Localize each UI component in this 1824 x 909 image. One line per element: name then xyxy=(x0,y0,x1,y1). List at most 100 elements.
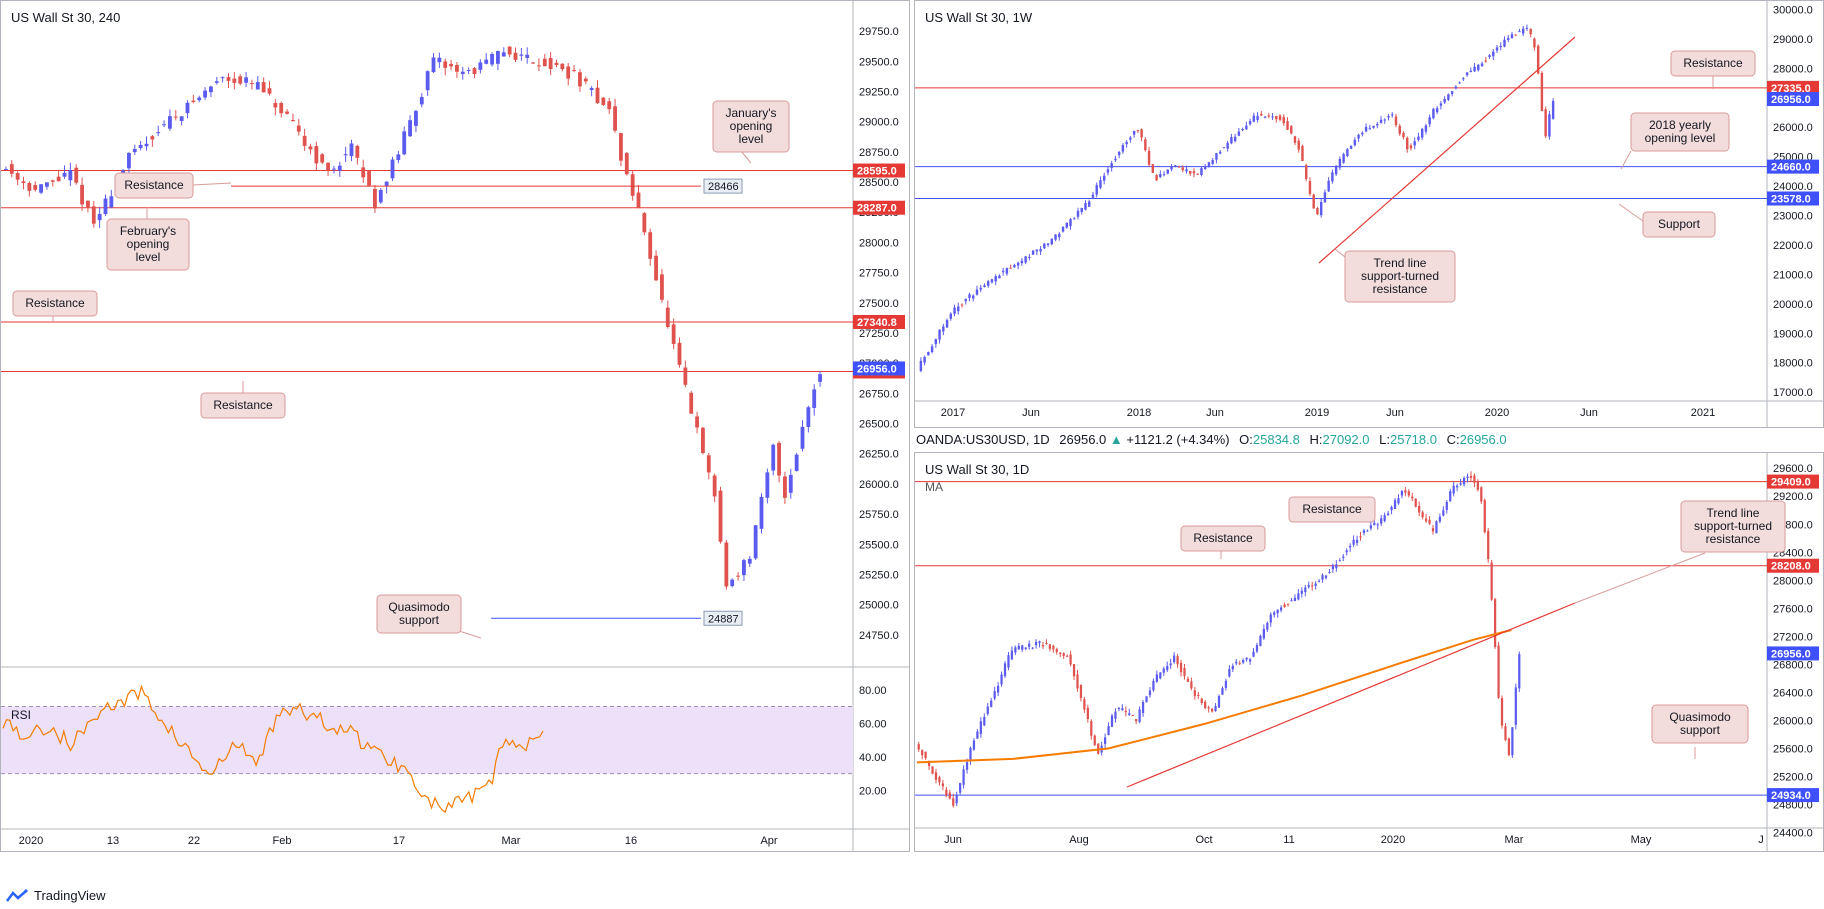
candle-body xyxy=(343,154,348,156)
candle-body xyxy=(1304,587,1307,593)
resistance-callout-2[interactable]: Resistance xyxy=(12,290,98,323)
candle-body xyxy=(1439,103,1443,106)
callout-box xyxy=(1642,211,1716,238)
candle-body xyxy=(1226,142,1229,149)
candle-body xyxy=(255,82,260,90)
candle-body xyxy=(1084,203,1087,210)
resistance-callout-3[interactable]: Resistance xyxy=(200,381,286,419)
candle-body xyxy=(537,65,541,67)
price-tick-label: 25500.0 xyxy=(859,539,899,551)
symbol-name[interactable]: OANDA:US30USD, 1D xyxy=(916,432,1050,447)
candle-body xyxy=(938,777,941,783)
candle-body xyxy=(1132,131,1136,135)
candle-body xyxy=(1400,490,1404,496)
candle-body xyxy=(1054,234,1057,240)
candle-body xyxy=(927,762,931,766)
daily-chart-panel[interactable]: 24400.0 24800.0 25200.0 25600.0 26000.0 26400… xyxy=(914,452,1824,852)
resistance-level-tag xyxy=(853,314,905,329)
candle-body xyxy=(689,392,694,414)
price-tick-label: 29250.0 xyxy=(859,86,899,98)
candle-body xyxy=(1252,115,1256,122)
candle-body xyxy=(1152,680,1155,691)
candle-body xyxy=(924,751,927,759)
candle-body xyxy=(1417,136,1420,141)
candle-body xyxy=(1241,128,1244,131)
candle-body xyxy=(1061,227,1065,232)
candle-body xyxy=(990,279,994,283)
candle-body xyxy=(326,162,330,171)
candle-body xyxy=(1465,72,1469,76)
callout-box xyxy=(114,172,194,199)
resistance-callout-1[interactable]: Resistance xyxy=(114,172,232,199)
candle-body xyxy=(1473,66,1476,72)
candle-body xyxy=(1418,505,1421,513)
time-tick-label: Oct xyxy=(1195,834,1212,846)
candle-body xyxy=(957,306,960,312)
callout-text: support xyxy=(1680,723,1721,737)
candle-body xyxy=(138,144,143,149)
weekly-chart-svg[interactable]: 17000.0 18000.0 19000.0 20000.0 21000.0 22000… xyxy=(915,1,1824,428)
resistance-callout-2[interactable]: Resistance xyxy=(1180,525,1266,559)
candle-body xyxy=(320,154,325,163)
resistance-level-tag xyxy=(1767,80,1819,95)
candle-body xyxy=(1331,565,1335,570)
candle-body xyxy=(1073,218,1076,220)
candle-body xyxy=(1193,690,1196,696)
candle-body xyxy=(1364,126,1368,132)
candle-body xyxy=(1297,593,1300,600)
daily-chart-svg[interactable]: 24400.0 24800.0 25200.0 25600.0 26000.0 26400… xyxy=(915,453,1824,852)
high-value: 27092.0 xyxy=(1322,432,1370,447)
candle-body xyxy=(1255,644,1259,652)
h4-chart-svg[interactable]: 24750.0 25000.0 25250.0 25500.0 25750.0 26000… xyxy=(1,1,910,852)
tradingview-footer[interactable]: TradingView xyxy=(6,888,106,903)
candle-body xyxy=(998,275,1001,279)
callout-box xyxy=(712,100,790,153)
candle-body xyxy=(1361,132,1364,135)
resistance-callout-1[interactable]: Resistance xyxy=(1288,496,1376,523)
candle-body xyxy=(425,71,430,91)
h4-chart-panel[interactable]: 24750.0 25000.0 25250.0 25500.0 25750.0 26000… xyxy=(0,0,910,852)
candle-body xyxy=(1256,115,1259,120)
candle-body xyxy=(209,86,213,93)
candle-body xyxy=(783,476,787,498)
candle-body xyxy=(86,200,90,208)
candle-body xyxy=(244,77,248,83)
time-tick-label: 2020 xyxy=(1485,407,1509,419)
candle-body xyxy=(1034,641,1038,646)
candle-body xyxy=(1352,539,1355,545)
candle-body xyxy=(1503,39,1506,47)
candle-body xyxy=(1428,117,1431,125)
price-tick-label: 18000.0 xyxy=(1773,358,1813,370)
candle-body xyxy=(1507,738,1511,755)
candle-body xyxy=(62,172,67,177)
price-tick-label: 17000.0 xyxy=(1773,387,1813,399)
callout-pointer xyxy=(458,630,482,639)
time-tick-label: 13 xyxy=(107,835,119,847)
candle-body xyxy=(1511,727,1514,756)
weekly-chart-panel[interactable]: 17000.0 18000.0 19000.0 20000.0 21000.0 22000… xyxy=(914,0,1824,428)
candle-body xyxy=(1406,137,1409,150)
candle-body xyxy=(1218,151,1222,154)
candle-body xyxy=(1334,165,1338,175)
candle-body xyxy=(953,307,956,314)
up-triangle-icon: ▲ xyxy=(1109,432,1123,447)
price-change: +1121.2 (+4.34%) xyxy=(1126,432,1230,447)
resistance-level-label: 29409.0 xyxy=(1771,477,1811,489)
resistance-callout[interactable]: Resistance xyxy=(1670,50,1756,89)
price-tick-label: 29000.0 xyxy=(859,117,899,129)
candle-body xyxy=(931,766,934,774)
candle-body xyxy=(759,496,764,529)
candle-body xyxy=(1487,530,1490,560)
callout-text: 2018 yearly xyxy=(1649,118,1711,132)
candle-body xyxy=(1428,519,1431,524)
candle-body xyxy=(730,579,735,587)
candle-body xyxy=(1197,694,1200,697)
support-callout[interactable]: Support xyxy=(1618,203,1716,238)
